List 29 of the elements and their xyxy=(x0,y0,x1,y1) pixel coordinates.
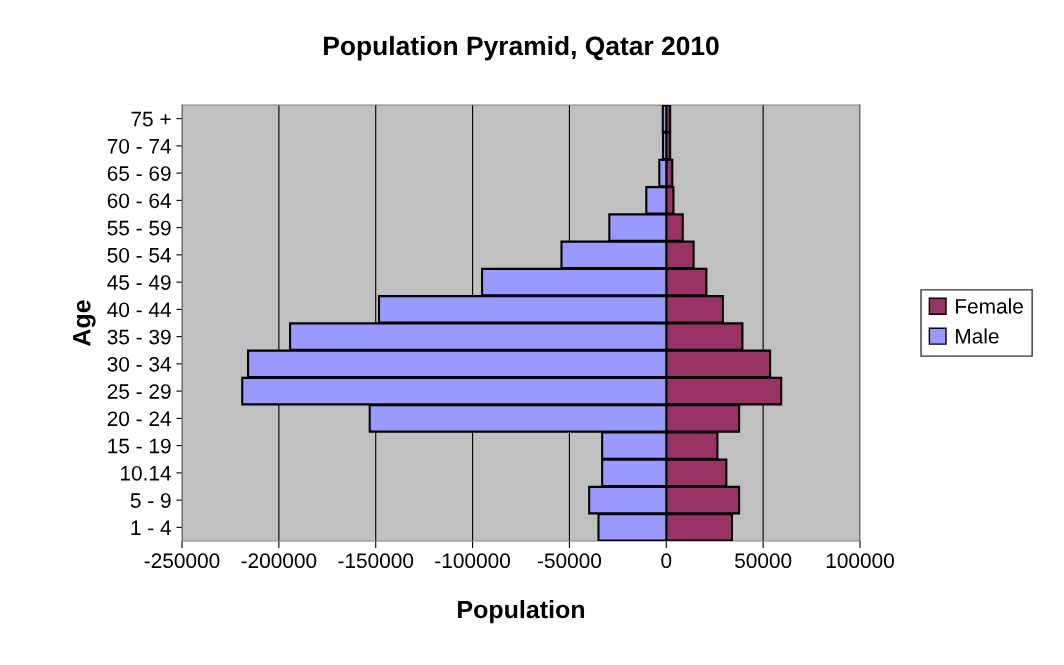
y-tick-label: 50 - 54 xyxy=(107,247,171,263)
y-tick-label: 75 + xyxy=(131,111,171,127)
y-tick-label: 65 - 69 xyxy=(107,166,171,181)
y-tick-label: 35 - 39 xyxy=(107,329,171,345)
y-tick-label: 30 - 34 xyxy=(107,356,171,372)
y-tick-label: 15 - 19 xyxy=(108,438,171,454)
x-tick-label: 50000 xyxy=(735,553,792,569)
x-axis-title: Population xyxy=(458,600,585,624)
x-tick-label: 0 xyxy=(661,553,672,569)
legend-label: Male xyxy=(956,328,999,344)
x-tick-label: -250000 xyxy=(144,553,220,569)
x-tick-label: -50000 xyxy=(537,553,602,569)
y-tick-label: 20 - 24 xyxy=(107,411,171,427)
x-tick-label: -150000 xyxy=(338,553,414,569)
y-axis-title: Age xyxy=(73,300,96,346)
y-tick-label: 45 - 49 xyxy=(107,275,171,290)
x-tick-label: -100000 xyxy=(435,553,510,569)
chart-title: Population Pyramid, Qatar 2010 xyxy=(324,35,719,61)
y-tick-label: 25 - 29 xyxy=(107,384,171,399)
y-tick-label: 60 - 64 xyxy=(107,193,171,209)
legend-label: Female xyxy=(956,298,1023,314)
x-tick-label: 100000 xyxy=(826,553,894,569)
y-tick-label: 1 - 4 xyxy=(131,520,171,535)
x-tick-label: -200000 xyxy=(241,553,317,569)
y-tick-label: 40 - 44 xyxy=(107,302,171,318)
y-tick-label: 55 - 59 xyxy=(107,220,171,236)
y-tick-label: 10.14 xyxy=(121,465,171,481)
y-tick-label: 5 - 9 xyxy=(130,493,171,508)
y-tick-label: 70 - 74 xyxy=(107,138,171,154)
